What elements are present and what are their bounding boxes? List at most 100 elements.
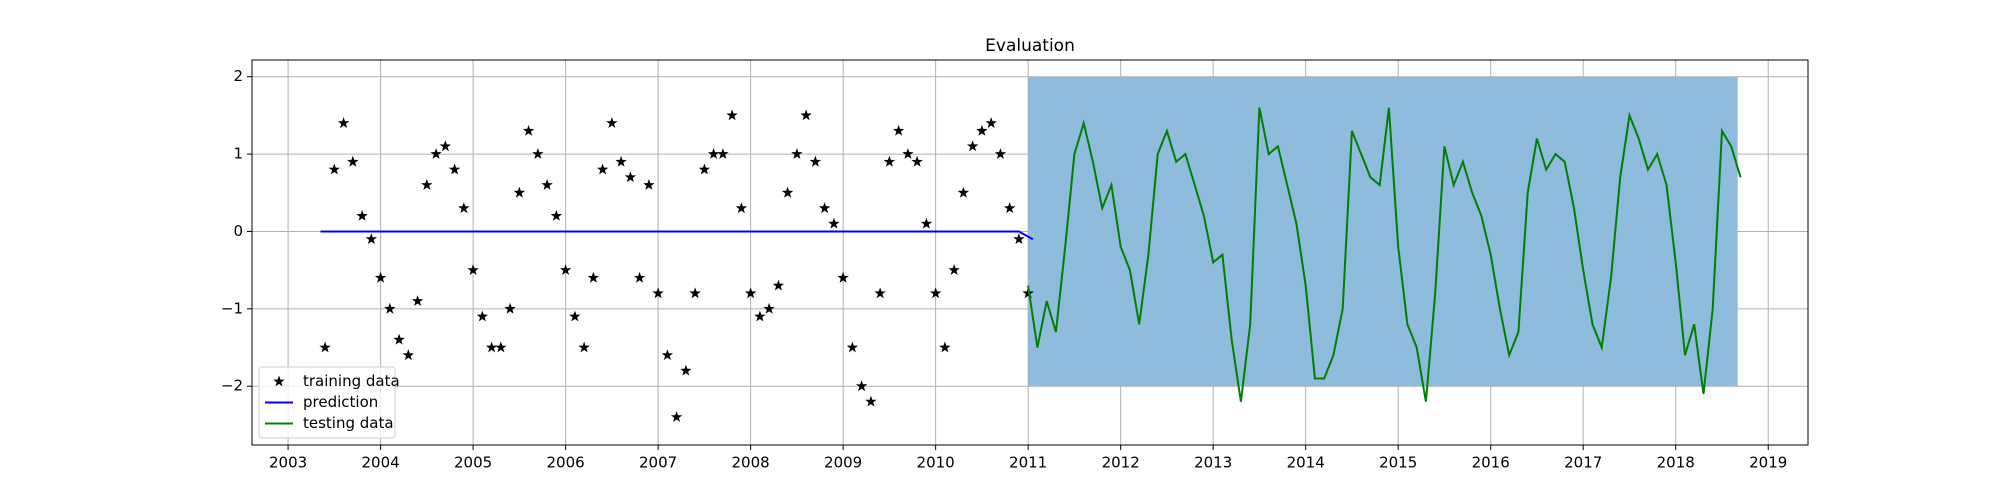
legend-label: testing data [303,414,394,432]
training-point [411,295,424,306]
training-point [837,271,849,283]
training-point [772,279,785,291]
legend-label: prediction [303,393,378,411]
x-tick-label: 2006 [547,454,585,472]
training-point [661,349,674,361]
training-point [966,140,979,152]
x-tick-label: 2008 [732,454,770,472]
training-point [596,163,609,175]
training-point [929,287,942,299]
training-point [476,310,489,322]
series-line [1027,107,1742,402]
training-point [689,287,701,299]
y-tick-label: 1 [233,145,243,163]
span [1028,76,1738,387]
training-point [569,310,581,322]
x-tick-label: 2003 [269,454,307,472]
training-point [587,271,600,283]
x-tick-label: 2010 [917,454,955,472]
training-point [1022,287,1034,299]
training-point [504,302,516,314]
training-point [652,287,664,299]
training-point [874,287,886,299]
training-point [319,341,331,353]
x-tick-label: 2007 [639,454,677,472]
x-tick-label: 2013 [1194,454,1232,472]
training-point [430,148,442,159]
training-point [328,163,340,175]
training-point [994,148,1007,159]
training-point [393,333,405,345]
training-point [911,155,923,167]
training-point [855,380,868,392]
y-tick-label: 0 [233,222,243,240]
legend-label: training data [303,372,400,390]
training-point [1003,202,1016,214]
training-point [717,148,729,159]
training-point [726,109,738,121]
training-point [957,186,970,198]
training-point [976,124,988,136]
training-point [384,302,396,314]
legend-marker [273,375,285,387]
training-point [846,341,859,353]
training-point [865,395,877,407]
training-point [448,163,461,175]
training-point [485,341,498,353]
training-point [892,124,905,136]
training-point [624,171,637,183]
y-tick-label: −1 [221,299,243,317]
x-tick-label: 2018 [1657,454,1695,472]
plot-frame [251,59,1809,446]
training-point [800,109,812,121]
training-point [421,179,433,190]
training-point [763,302,775,314]
training-point [948,264,960,275]
training-point [578,341,590,353]
training-point [643,179,655,190]
training-point [1013,233,1025,244]
legend-box [258,366,396,439]
training-point [809,155,822,167]
training-point [356,210,368,221]
training-point [347,155,359,167]
training-point [522,124,535,136]
x-tick-label: 2009 [824,454,862,472]
chart-title: Evaluation [985,36,1075,56]
x-tick-label: 2015 [1379,454,1417,472]
training-point [791,148,803,159]
training-point [698,163,711,175]
series-line [320,230,1034,241]
training-point [532,148,544,159]
training-point [365,233,377,244]
training-point [374,271,387,283]
x-tick-label: 2011 [1009,454,1047,472]
training-point [606,117,618,128]
training-point [735,202,748,214]
training-point [402,349,414,361]
training-point [680,364,692,376]
x-tick-label: 2014 [1287,454,1325,472]
training-point [513,186,526,198]
x-tick-label: 2019 [1749,454,1787,472]
training-point [633,271,646,283]
training-point [495,341,507,353]
training-point [467,264,479,275]
y-tick-label: 2 [233,67,243,85]
training-point [754,310,766,322]
training-point [902,148,914,159]
training-point [439,140,451,152]
training-point [939,341,951,353]
training-point [744,287,757,299]
training-point [818,202,831,214]
training-point [828,217,840,229]
training-point [670,411,683,422]
training-point [541,179,553,190]
training-point [781,186,794,198]
training-point [985,117,997,128]
x-tick-label: 2012 [1102,454,1140,472]
training-point [883,155,896,167]
training-point [920,217,933,229]
